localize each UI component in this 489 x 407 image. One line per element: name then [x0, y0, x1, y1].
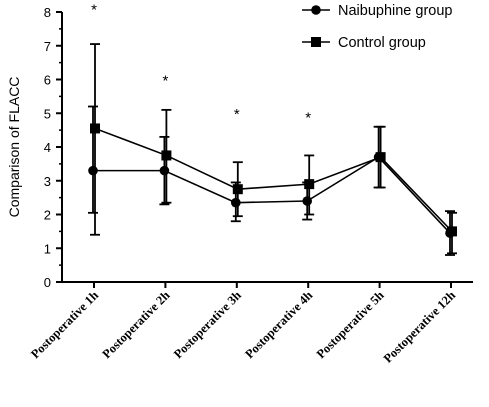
x-tick-label: Postoperative 1h — [28, 288, 101, 361]
annotations: * * * * — [91, 2, 311, 127]
y-tick-label: 2 — [44, 208, 51, 223]
legend-label: Control group — [338, 35, 426, 51]
legend-label: Naibuphine group — [338, 3, 452, 19]
x-tick-label: Postoperative 2h — [100, 288, 173, 361]
significance-asterisk: * — [91, 2, 97, 19]
data-point-circle — [231, 197, 241, 208]
legend: Naibuphine group Control group — [302, 3, 452, 51]
legend-marker-circle — [311, 5, 321, 15]
x-tick-label: Postoperative 3h — [171, 288, 244, 361]
y-tick-label: 4 — [44, 140, 51, 155]
y-axis-label: Comparison of FLACC — [6, 77, 22, 218]
x-tick-label: Postoperative 12h — [381, 288, 458, 365]
data-point-square — [375, 152, 386, 163]
legend-entry: Control group — [302, 35, 426, 51]
data-point-square — [304, 179, 315, 190]
data-point-square — [232, 184, 243, 195]
data-point-circle — [88, 165, 98, 176]
legend-entry: Naibuphine group — [302, 3, 452, 19]
legend-marker-square — [311, 37, 321, 47]
significance-asterisk: * — [234, 106, 240, 123]
y-tick-label: 8 — [44, 5, 51, 20]
y-tick-label: 3 — [44, 174, 51, 189]
y-tick-label: 0 — [44, 275, 51, 290]
x-tick-label: Postoperative 4h — [242, 288, 315, 361]
y-tick-label: 6 — [44, 73, 51, 88]
series-control — [90, 43, 457, 255]
data-point-square — [447, 226, 457, 237]
data-point-square — [90, 123, 100, 134]
significance-asterisk: * — [305, 110, 311, 127]
series-line — [93, 156, 451, 234]
x-tick-label: Postoperative 5h — [314, 288, 387, 361]
series-layer — [88, 43, 457, 256]
y-tick-label: 5 — [44, 106, 51, 121]
data-point-circle — [159, 165, 170, 176]
y-tick-label: 7 — [44, 39, 51, 54]
series-line — [94, 127, 453, 232]
data-point-square — [161, 150, 172, 161]
y-tick-label: 1 — [44, 241, 51, 256]
significance-asterisk: * — [162, 72, 168, 89]
series-naibuphine — [88, 105, 455, 256]
data-point-circle — [302, 196, 313, 206]
